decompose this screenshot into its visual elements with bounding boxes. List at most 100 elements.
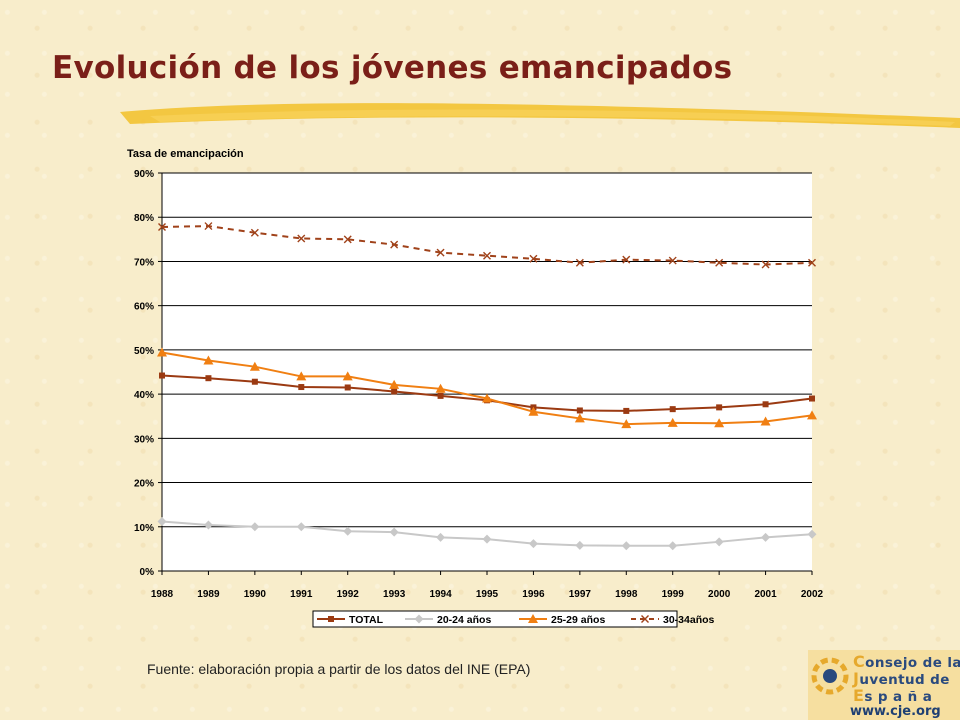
- data-point: [760, 416, 771, 426]
- data-point: [575, 258, 584, 267]
- data-point: [203, 520, 213, 530]
- data-point: [342, 371, 353, 381]
- legend-label: TOTAL: [349, 614, 384, 626]
- data-point: [389, 379, 400, 389]
- y-axis-title: Tasa de emancipación: [127, 148, 244, 160]
- data-point: [574, 413, 585, 423]
- data-point: [668, 256, 677, 265]
- x-tick-label: 1997: [569, 589, 592, 600]
- y-tick-label: 30%: [134, 434, 154, 445]
- data-point: [807, 529, 817, 539]
- data-point: [344, 384, 351, 391]
- data-point: [714, 418, 725, 428]
- data-point: [714, 537, 724, 547]
- legend-swatch-marker: [528, 614, 538, 623]
- data-point: [298, 384, 305, 391]
- x-tick-label: 1990: [244, 589, 267, 600]
- data-point: [762, 401, 769, 408]
- x-tick-label: 1994: [429, 589, 452, 600]
- data-point: [250, 522, 260, 532]
- x-tick-label: 1989: [197, 589, 220, 600]
- data-point: [668, 541, 678, 551]
- legend-label: 30-34años: [663, 614, 715, 626]
- data-point: [297, 234, 306, 243]
- logo-line-2: Juventud de: [853, 669, 950, 688]
- data-point: [296, 522, 306, 532]
- data-point: [205, 375, 212, 382]
- x-tick-label: 1996: [522, 589, 545, 600]
- data-point: [296, 371, 307, 381]
- data-point: [621, 541, 631, 551]
- x-tick-label: 2000: [708, 589, 731, 600]
- data-point: [482, 393, 492, 403]
- y-tick-label: 20%: [134, 479, 154, 490]
- data-point: [203, 355, 214, 365]
- data-point: [623, 407, 630, 414]
- data-point: [761, 532, 771, 542]
- data-point: [716, 404, 723, 411]
- data-point: [391, 388, 398, 395]
- y-tick-label: 80%: [134, 213, 154, 224]
- x-tick-label: 1991: [290, 589, 313, 600]
- data-point: [529, 254, 538, 263]
- y-tick-label: 90%: [134, 169, 154, 180]
- data-point: [389, 527, 399, 537]
- data-point: [807, 410, 817, 420]
- data-point: [715, 258, 724, 267]
- data-point: [622, 255, 631, 264]
- x-tick-label: 2002: [801, 589, 824, 600]
- x-tick-label: 1995: [476, 589, 499, 600]
- data-point: [250, 228, 259, 237]
- title-underline-brushstroke: [120, 103, 960, 128]
- legend-swatch-marker: [414, 614, 424, 624]
- data-point: [436, 248, 445, 257]
- y-tick-label: 40%: [134, 390, 154, 401]
- data-point: [667, 417, 678, 427]
- x-tick-label: 1993: [383, 589, 406, 600]
- data-point: [435, 383, 446, 393]
- data-point: [343, 526, 353, 536]
- data-point: [809, 395, 815, 402]
- data-point: [669, 406, 676, 413]
- series-line-3: [161, 225, 813, 266]
- data-point: [436, 532, 446, 542]
- y-tick-label: 50%: [134, 346, 154, 357]
- data-point: [343, 235, 352, 244]
- data-point: [528, 406, 539, 416]
- data-point: [808, 258, 816, 267]
- y-tick-label: 0%: [140, 567, 155, 578]
- x-tick-label: 1988: [151, 589, 174, 600]
- data-point: [482, 534, 492, 544]
- legend-label: 25-29 años: [551, 614, 605, 626]
- logo-line-1: Consejo de la: [853, 652, 960, 671]
- data-point: [249, 361, 260, 371]
- data-point: [390, 240, 399, 249]
- x-tick-label: 1992: [337, 589, 360, 600]
- x-tick-label: 1998: [615, 589, 638, 600]
- legend-box: [312, 610, 678, 628]
- data-point: [159, 372, 165, 379]
- source-note: Fuente: elaboración propia a partir de l…: [147, 661, 531, 677]
- cje-emblem-icon: [811, 657, 849, 695]
- legend-label: 20-24 años: [437, 614, 491, 626]
- data-point: [621, 419, 632, 429]
- data-point: [576, 407, 583, 414]
- data-point: [761, 260, 770, 269]
- legend-swatch-marker: [328, 616, 334, 622]
- data-point: [157, 516, 167, 526]
- x-tick-label: 2001: [754, 589, 777, 600]
- y-tick-label: 10%: [134, 523, 154, 534]
- cje-logo: Consejo de la Juventud de Es p a ñ a www…: [808, 650, 960, 720]
- data-point: [483, 251, 491, 260]
- y-tick-label: 70%: [134, 257, 154, 268]
- data-point: [204, 222, 213, 231]
- legend-swatch-marker: [641, 615, 649, 623]
- x-tick-label: 1999: [662, 589, 685, 600]
- data-point: [575, 540, 585, 550]
- plot-area: [162, 173, 812, 571]
- data-point: [528, 539, 538, 549]
- logo-line-3: Es p a ñ a: [853, 686, 933, 705]
- logo-url: www.cje.org: [850, 704, 941, 719]
- data-point: [437, 392, 444, 399]
